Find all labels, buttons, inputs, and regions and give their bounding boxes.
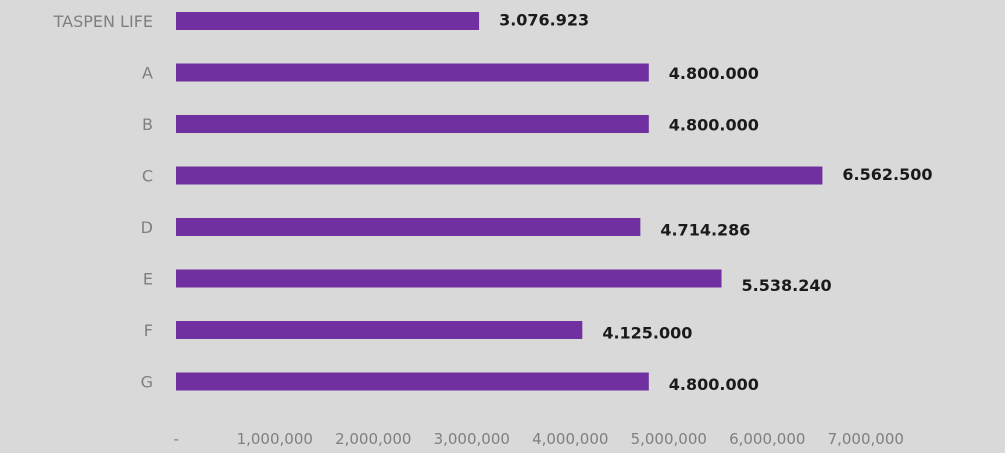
- bar-4: [176, 218, 641, 236]
- bars-group: [176, 12, 823, 391]
- x-axis-tick-labels-group: - 1,000,000 2,000,000 3,000,000 4,000,000 5,0…: [174, 430, 904, 448]
- value-label-4: 4.714.286: [660, 221, 750, 240]
- x-tick-label-0: -: [174, 430, 179, 448]
- category-label-5: E: [143, 270, 153, 289]
- bar-0: [176, 12, 480, 30]
- bar-7: [176, 372, 649, 391]
- value-label-7: 4.800.000: [669, 375, 759, 394]
- x-tick-label-2: 2,000,000: [335, 430, 411, 448]
- category-label-7: G: [141, 373, 153, 392]
- x-tick-label-1: 1,000,000: [237, 430, 313, 448]
- bar-6: [176, 321, 583, 339]
- x-tick-label-6: 6,000,000: [729, 430, 805, 448]
- value-label-2: 4.800.000: [669, 116, 759, 135]
- value-label-0: 3.076.923: [499, 11, 589, 30]
- category-label-4: D: [141, 218, 153, 237]
- bar-2: [176, 115, 649, 133]
- category-labels-group: TASPEN LIFE A B C D E F G: [53, 12, 153, 392]
- x-tick-label-5: 5,000,000: [631, 430, 707, 448]
- value-labels-group: 3.076.923 4.800.000 4.800.000 6.562.500 4.71…: [499, 11, 932, 395]
- value-label-5: 5.538.240: [742, 276, 832, 295]
- bar-5: [176, 269, 722, 288]
- category-label-2: B: [142, 115, 153, 134]
- x-tick-label-3: 3,000,000: [434, 430, 510, 448]
- bar-1: [176, 63, 649, 82]
- x-tick-label-7: 7,000,000: [828, 430, 904, 448]
- value-label-6: 4.125.000: [602, 324, 692, 343]
- value-label-3: 6.562.500: [842, 165, 932, 184]
- value-label-1: 4.800.000: [669, 64, 759, 83]
- category-label-3: C: [142, 167, 153, 186]
- category-label-6: F: [144, 321, 153, 340]
- category-label-0: TASPEN LIFE: [53, 12, 153, 31]
- x-tick-label-4: 4,000,000: [532, 430, 608, 448]
- bar-3: [176, 166, 823, 185]
- category-label-1: A: [142, 64, 153, 83]
